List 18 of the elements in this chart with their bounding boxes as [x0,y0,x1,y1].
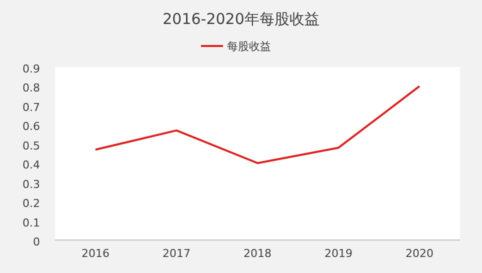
line-series [94,85,420,164]
y-tick-label: 0.1 [22,216,40,230]
x-tick-label: 2017 [162,247,190,260]
y-tick-label: 0.2 [22,197,40,210]
x-tick-label: 2020 [406,247,434,260]
x-tick-label: 2016 [82,247,110,260]
chart-title: 2016-2020年每股收益 [162,10,320,28]
legend-label: 每股收益 [227,40,271,53]
x-tick-label: 2018 [244,247,272,260]
y-tick-label: 0.5 [22,139,40,152]
y-tick-label: 0.7 [22,100,40,114]
y-tick-label: 0.4 [22,158,40,172]
y-tick-label: 0.3 [22,178,40,191]
y-tick-label: 0.9 [22,62,40,76]
x-tick-label: 2019 [324,247,352,260]
y-tick-label: 0.8 [22,82,40,95]
y-tick-label: 0.6 [22,120,40,134]
y-tick-label: 0 [33,236,40,248]
